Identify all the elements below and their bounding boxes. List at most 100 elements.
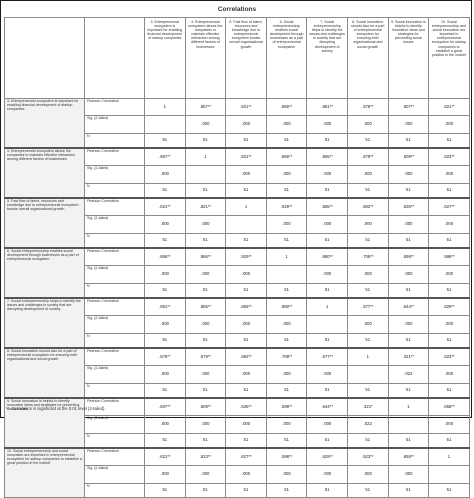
table-cell: 51 — [144, 233, 186, 249]
correlations-table: 3. Entrepreneurial ecosystem is importan… — [4, 17, 470, 498]
table-cell: 51 — [346, 233, 389, 249]
table-cell: .000 — [346, 215, 389, 234]
table-row: Sig. (2-tailed) .000.000.000.000.000.000.… — [5, 315, 470, 334]
header-row: 3. Entrepreneurial ecosystem is importan… — [4, 17, 470, 99]
table-cell: .682** — [346, 197, 389, 216]
table-cell: .629** — [306, 447, 348, 466]
table-cell: 51 — [306, 333, 348, 349]
table-cell: .000 — [265, 315, 308, 334]
table-cell: 51 — [387, 433, 430, 449]
table-cell: .929** — [265, 197, 308, 216]
table-cell: .523** — [428, 347, 470, 366]
table-row: Sig. (2-tailed) .000.000.000.000.000.000.… — [5, 215, 470, 234]
table-cell: 51 — [346, 483, 389, 498]
table-cell: 51 — [428, 233, 470, 249]
table-cell: .635** — [225, 397, 267, 416]
table-cell: .623** — [428, 147, 470, 166]
table-cell: 51 — [306, 433, 348, 449]
table-cell: 51 — [184, 283, 227, 299]
stat-label: N — [84, 433, 145, 449]
table-cell: .627** — [225, 447, 267, 466]
table-cell: 51 — [346, 133, 389, 149]
column-header: 7. Social entrepreneurship helps to iden… — [306, 17, 348, 99]
table-cell: 51 — [428, 333, 470, 349]
table-cell: 51 — [346, 283, 389, 299]
table-cell: 1 — [428, 447, 470, 466]
table-cell: .855** — [225, 297, 267, 316]
column-header: 10. Social entrepreneurship and social i… — [428, 17, 470, 99]
table-cell: .678** — [144, 347, 186, 366]
column-header: 9. Social innovation is helpful to ident… — [387, 17, 430, 99]
table-cell: .000 — [428, 265, 470, 284]
table-cell: 51 — [144, 483, 186, 498]
table-cell: 51 — [346, 183, 389, 199]
stat-label: Sig. (2-tailed) — [84, 465, 145, 484]
stat-label: Pearson Correlation — [84, 297, 145, 316]
stat-label: N — [84, 183, 145, 199]
table-cell: .000 — [225, 365, 267, 384]
table-cell: .000 — [428, 215, 470, 234]
table-cell: .880** — [265, 297, 308, 316]
table-cell: 1 — [265, 247, 308, 266]
table-cell: .000 — [346, 165, 389, 184]
table-cell: .000 — [225, 415, 267, 434]
table-cell: .609** — [387, 147, 430, 166]
table-cell: 51 — [184, 333, 227, 349]
table-cell: 1 — [225, 197, 267, 216]
table-cell: .000 — [225, 465, 267, 484]
table-cell: .022 — [387, 365, 430, 384]
table-cell: 51 — [428, 133, 470, 149]
table-cell: .598** — [428, 247, 470, 266]
table-cell: .821** — [225, 147, 267, 166]
table-cell: .000 — [346, 115, 389, 134]
table-row: 5. Fast flow of talent, resources and kn… — [4, 197, 470, 249]
row-label: 5. Fast flow of talent, resources and kn… — [4, 197, 85, 249]
table-cell: .000 — [306, 265, 348, 284]
table-cell: 51 — [265, 133, 308, 149]
table-cell: .000 — [428, 415, 470, 434]
table-cell: .677** — [306, 347, 348, 366]
table-cell: .880** — [306, 247, 348, 266]
table-cell: .658** — [428, 397, 470, 416]
table-cell: 51 — [225, 483, 267, 498]
table-cell: 51 — [306, 483, 348, 498]
table-cell: 51 — [144, 433, 186, 449]
table-cell: 51 — [306, 383, 348, 399]
table-title: Correlations — [217, 6, 257, 13]
table-cell: 51 — [387, 233, 430, 249]
table-cell: 51 — [306, 283, 348, 299]
stat-label: Pearson Correlation — [84, 147, 145, 166]
table-cell: 51 — [144, 133, 186, 149]
stat-label: Pearson Correlation — [84, 247, 145, 266]
column-header: 3. Entrepreneurial ecosystem is importan… — [144, 17, 186, 99]
table-cell: .866** — [184, 247, 227, 266]
stat-label: N — [84, 483, 145, 498]
column-header: 6. Social entrepreneurship enables socia… — [265, 17, 308, 99]
table-cell: .627** — [428, 197, 470, 216]
table-cell: .000 — [184, 215, 227, 234]
table-cell: .821** — [184, 197, 227, 216]
table-cell: 1 — [346, 347, 389, 366]
table-cell: .000 — [144, 315, 186, 334]
table-row: 6. Social entrepreneurship enables socia… — [4, 247, 470, 299]
table-cell: .000 — [184, 115, 227, 134]
table-cell: .851** — [306, 98, 348, 116]
table-cell: 51 — [225, 433, 267, 449]
table-cell: .000 — [306, 415, 348, 434]
stat-label: Sig. (2-tailed) — [84, 265, 145, 284]
stat-label: Sig. (2-tailed) — [84, 315, 145, 334]
table-cell: 51 — [225, 383, 267, 399]
table-cell: .623** — [184, 447, 227, 466]
table-cell: 1 — [184, 147, 227, 166]
table-cell: .708** — [265, 347, 308, 366]
stat-label: Sig. (2-tailed) — [84, 115, 145, 134]
row-label: 4. Entrepreneurial ecosystem allows the … — [4, 147, 85, 199]
table-cell: .609** — [184, 397, 227, 416]
table-cell: .866** — [265, 98, 308, 116]
table-cell: 51 — [184, 183, 227, 199]
table-cell — [184, 165, 227, 184]
table-cell: 51 — [387, 283, 430, 299]
table-row: 8. Social innovation should also be a pa… — [4, 347, 470, 399]
header-corner — [4, 17, 85, 99]
table-row: 10. Social entrepreneurship and social i… — [4, 447, 470, 498]
